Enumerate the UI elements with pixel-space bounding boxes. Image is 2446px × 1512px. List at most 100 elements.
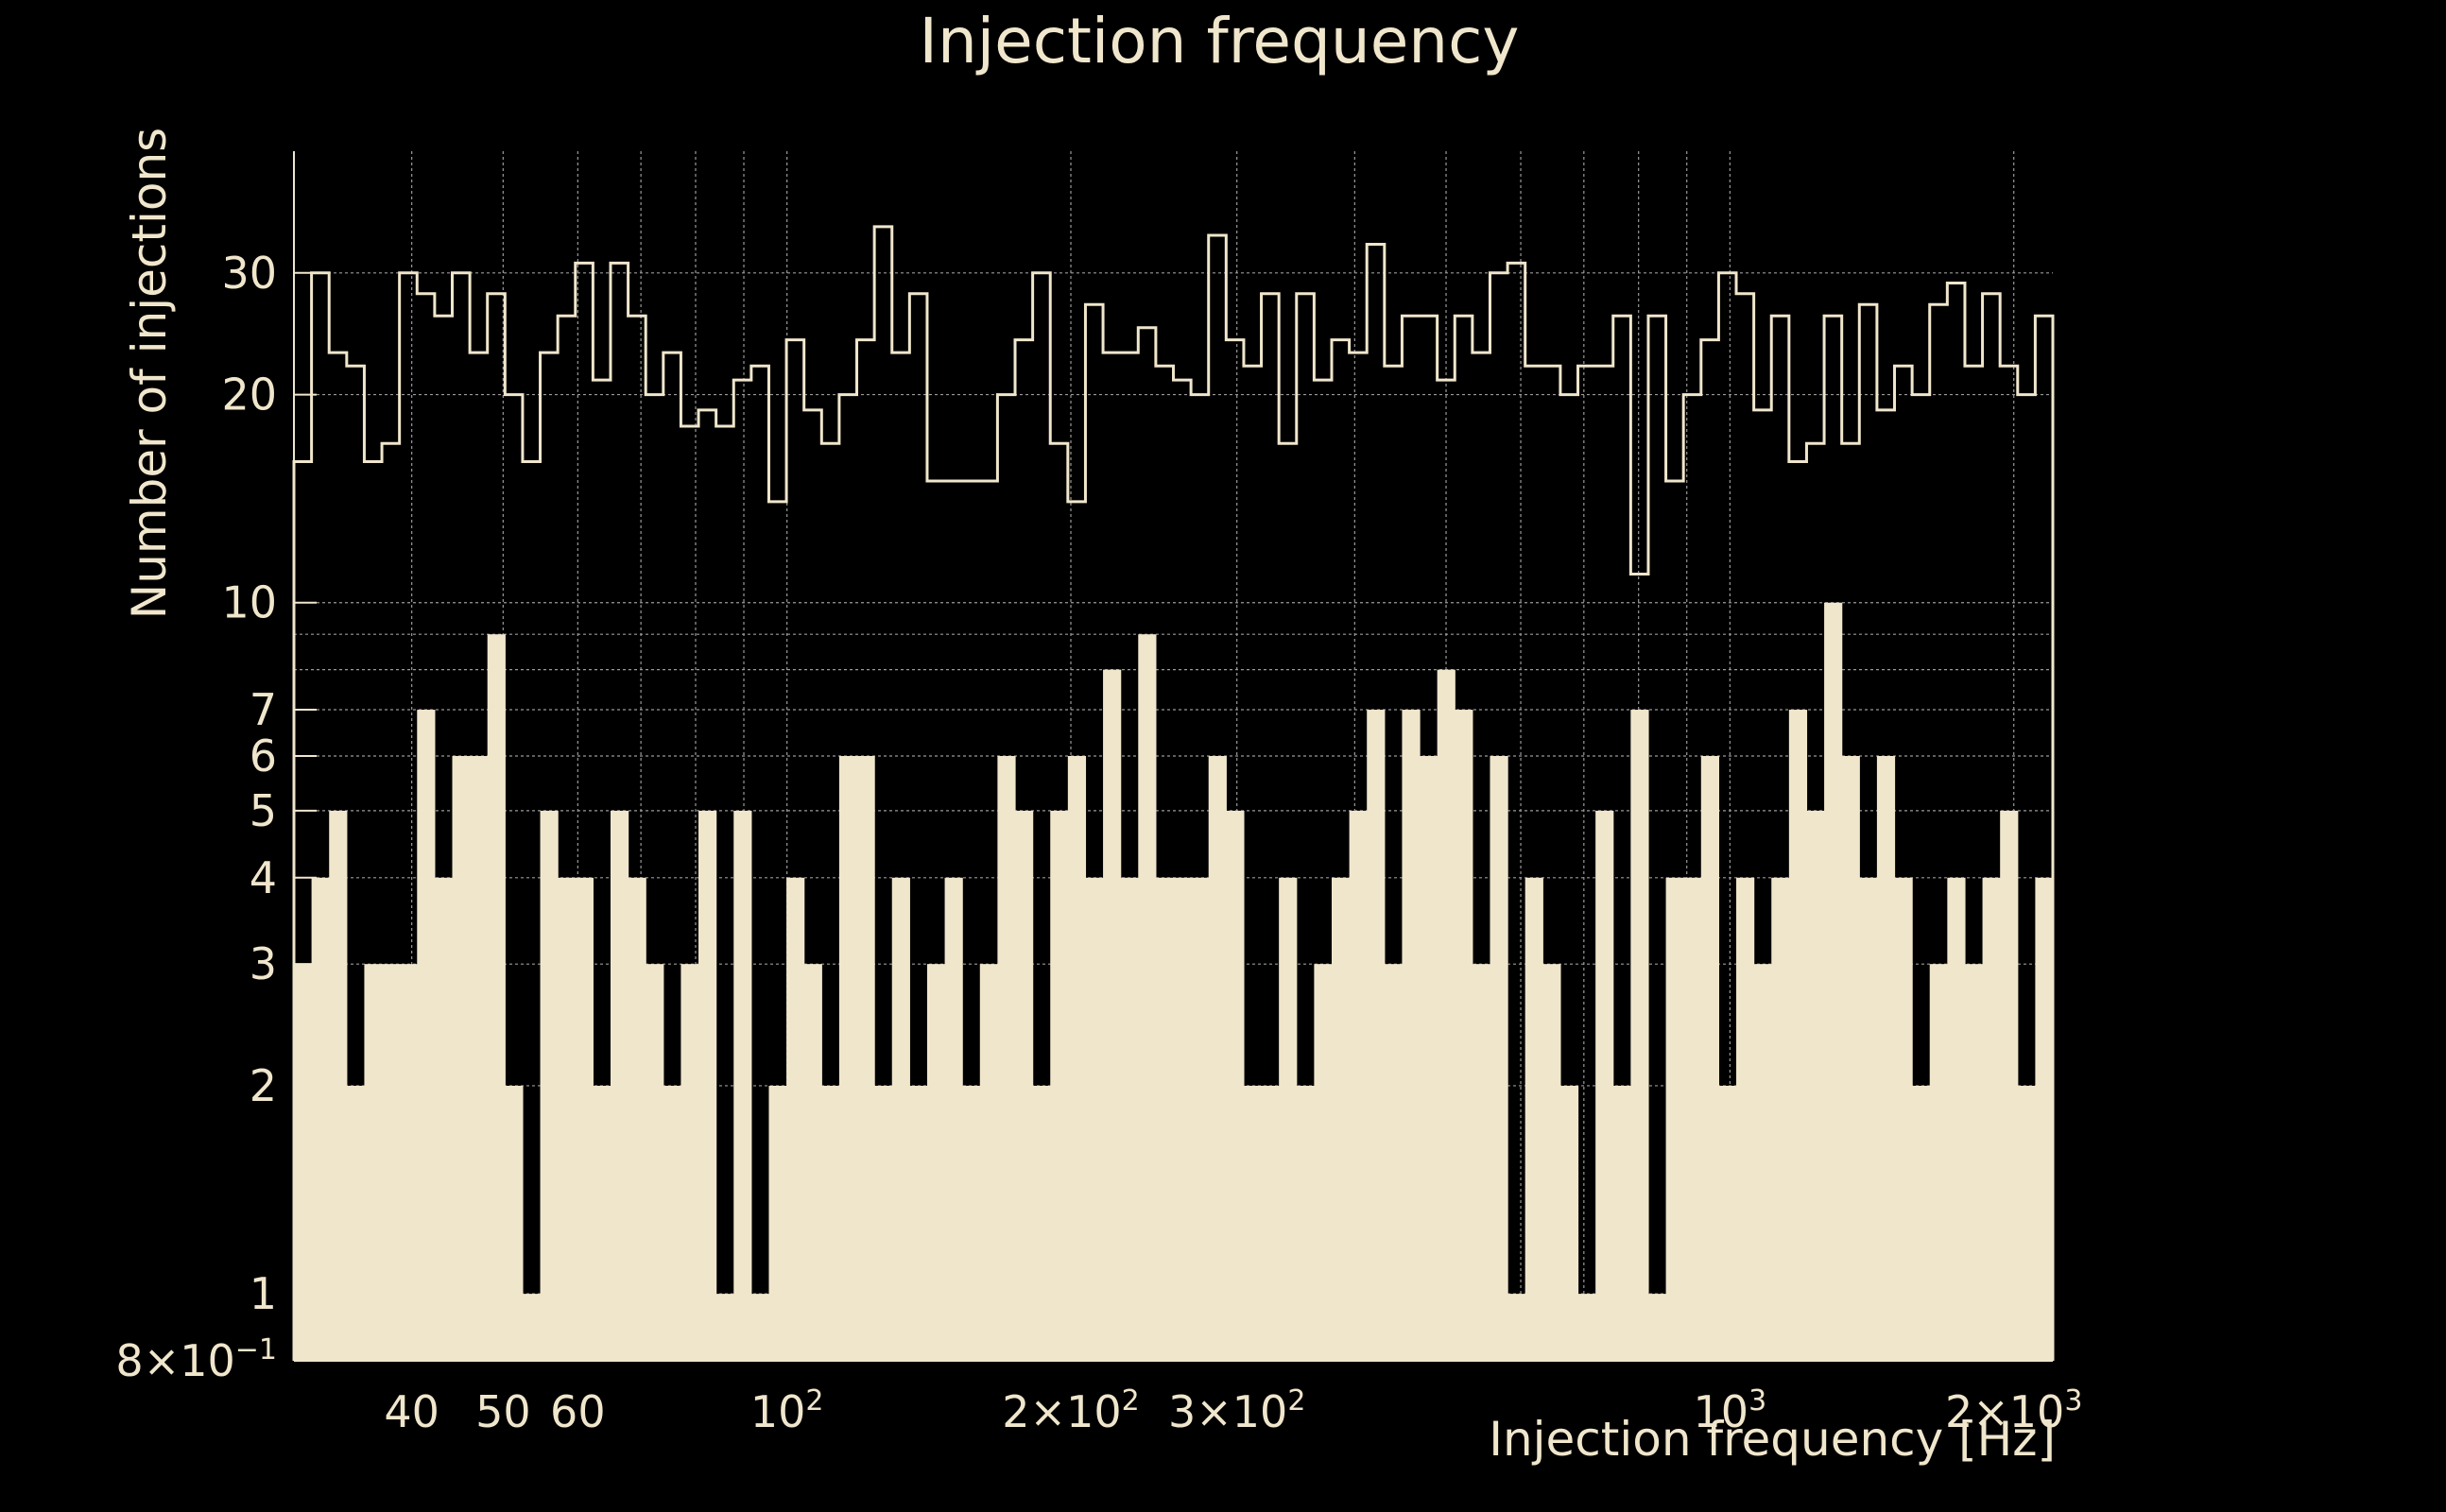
y-tick-label: 8×10−1	[115, 1333, 277, 1386]
histogram-bar	[2000, 810, 2019, 1361]
histogram-bar	[1753, 964, 1772, 1361]
histogram-bar	[399, 964, 418, 1361]
histogram-bar	[750, 1294, 770, 1361]
histogram-bar	[382, 964, 401, 1361]
histogram-bar	[1420, 756, 1438, 1361]
histogram-bar	[1279, 877, 1298, 1361]
histogram-bar	[874, 1085, 893, 1361]
histogram-bar	[452, 756, 471, 1361]
x-tick-label: 2×102	[1002, 1384, 1139, 1437]
chart-title: Injection frequency	[920, 5, 1520, 77]
y-tick-label: 5	[250, 785, 277, 836]
histogram-bar	[1085, 877, 1104, 1361]
histogram-bar	[311, 877, 330, 1361]
histogram-bar	[1630, 710, 1649, 1361]
x-tick-label: 40	[384, 1386, 439, 1437]
y-tick-label-base: 10	[221, 577, 277, 628]
histogram-bar	[856, 756, 875, 1361]
histogram-bar	[1296, 1085, 1315, 1361]
y-tick-label-base: 3	[250, 938, 277, 989]
x-tick-label-exponent: 2	[1122, 1384, 1140, 1418]
histogram-bar	[1964, 964, 1984, 1361]
x-tick-label-base: 10	[750, 1386, 806, 1437]
histogram-bar	[294, 964, 313, 1361]
histogram-bar	[593, 1085, 612, 1361]
histogram-bar	[909, 1085, 928, 1361]
histogram-bar	[1472, 964, 1491, 1361]
x-tick-label-base: 40	[384, 1386, 439, 1437]
histogram-bar	[628, 877, 646, 1361]
histogram-bar	[610, 810, 629, 1361]
y-tick-label-base: 5	[250, 785, 277, 836]
y-tick-label: 4	[250, 852, 277, 903]
histogram-bar	[733, 810, 752, 1361]
histogram-bar	[1859, 877, 1878, 1361]
x-tick-label: 50	[475, 1386, 531, 1437]
x-tick-label-base: 10	[1694, 1386, 1749, 1437]
histogram-bar	[1806, 810, 1825, 1361]
histogram-bar	[1331, 877, 1351, 1361]
histogram-bar	[698, 810, 717, 1361]
histogram-bar	[1015, 810, 1034, 1361]
y-axis-label: Number of injections	[122, 128, 177, 619]
histogram-bar	[1577, 1294, 1596, 1361]
histogram-bar	[891, 877, 910, 1361]
x-tick-label-exponent: 3	[2064, 1384, 2082, 1418]
histogram-bar	[505, 1085, 524, 1361]
histogram-bar	[1138, 634, 1157, 1361]
tick-labels: 40 50 60 102 2×102 3×102 103 2×1038×10−11234567…	[115, 248, 2082, 1437]
histogram-bar	[1314, 964, 1333, 1361]
x-tick-label-base: 2×10	[1945, 1386, 2064, 1437]
histogram-bar	[1595, 810, 1614, 1361]
x-axis-label: Injection frequency [Hz]	[1489, 1412, 2056, 1467]
y-tick-label-base: 8×10	[115, 1335, 234, 1386]
histogram-bar	[575, 877, 594, 1361]
histogram-bar	[1929, 964, 1948, 1361]
all-injections-step-line	[292, 225, 2055, 1361]
histogram-bar	[1841, 756, 1860, 1361]
histogram-bar	[1736, 877, 1755, 1361]
histogram-bar	[962, 1085, 981, 1361]
x-tick-label-base: 3×10	[1168, 1386, 1287, 1437]
histogram-bar	[715, 1294, 734, 1361]
histogram-bar	[803, 964, 822, 1361]
x-tick-label: 60	[550, 1386, 606, 1437]
histogram-bar	[838, 756, 858, 1361]
x-tick-label-base: 50	[475, 1386, 531, 1437]
histogram-bar	[434, 877, 454, 1361]
histogram-bar	[944, 877, 963, 1361]
y-tick-label-base: 1	[250, 1268, 277, 1319]
histogram-bar	[1507, 1294, 1526, 1361]
x-tick-label-base: 2×10	[1002, 1386, 1121, 1437]
histogram-bar	[1490, 756, 1508, 1361]
histogram-bar	[1243, 1085, 1263, 1361]
histogram-bar	[470, 756, 489, 1361]
histogram-bar	[1524, 877, 1543, 1361]
x-tick-label: 3×102	[1168, 1384, 1305, 1437]
histogram-bar	[1665, 877, 1684, 1361]
histogram-bar	[1103, 669, 1122, 1361]
x-tick-label: 102	[750, 1384, 824, 1437]
histogram-bar	[1876, 756, 1896, 1361]
histogram-bar	[346, 1085, 366, 1361]
x-tick-label-exponent: 2	[1287, 1384, 1305, 1418]
histogram-bar	[786, 877, 805, 1361]
histogram-bar	[1824, 602, 1843, 1361]
y-tick-label-base: 20	[221, 369, 277, 421]
histogram-bar	[1208, 756, 1227, 1361]
histogram-bar	[1559, 1085, 1579, 1361]
histogram-bar	[1402, 710, 1421, 1361]
histogram-bar	[1683, 877, 1702, 1361]
histogram-bar	[1191, 877, 1210, 1361]
selected-injections-bars	[294, 602, 2054, 1361]
histogram-bar	[1261, 1085, 1280, 1361]
histogram-bar	[768, 1085, 787, 1361]
histogram-bar	[1718, 1085, 1737, 1361]
y-tick-label: 20	[221, 369, 277, 421]
histogram-bar	[2017, 1085, 2036, 1361]
y-tick-label: 30	[221, 248, 277, 299]
y-tick-label: 7	[250, 684, 277, 735]
histogram-bar	[1947, 877, 1966, 1361]
x-tick-label-base: 60	[550, 1386, 606, 1437]
